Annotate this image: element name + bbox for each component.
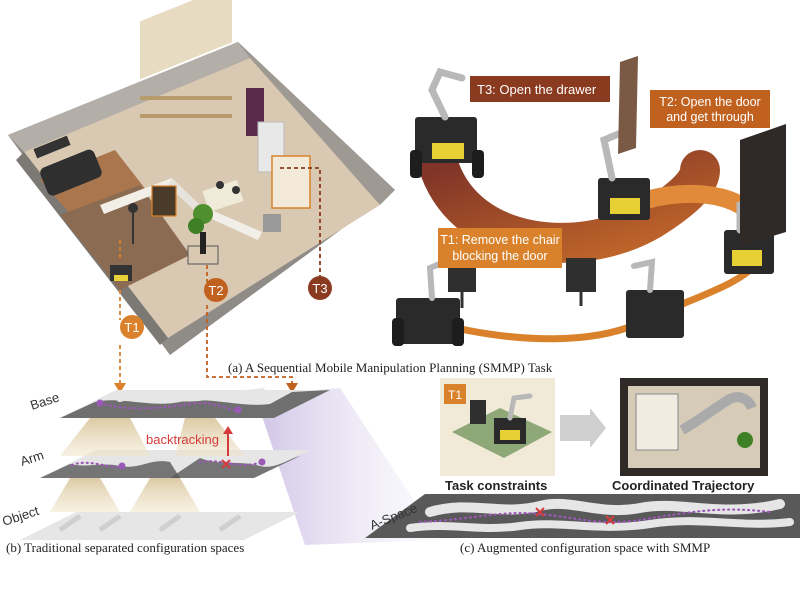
layer-label-arm: Arm [18, 447, 45, 469]
projection-cone [60, 418, 150, 456]
backtracking-arrow-icon [223, 426, 233, 456]
svg-text:T2: T2 [208, 283, 223, 298]
arm-trajectories [70, 458, 266, 470]
marker-c-t1: T1 [444, 384, 466, 404]
layer-label-object: Object [0, 503, 41, 529]
marker-t2: T2 [204, 278, 228, 302]
svg-text:T1: Remove the chair: T1: Remove the chair [440, 233, 560, 247]
svg-text:blocking the door: blocking the door [452, 249, 547, 263]
base-trajectory [96, 399, 242, 414]
room-task-paths [119, 167, 321, 320]
svg-text:and get through: and get through [666, 110, 754, 124]
marker-t3: T3 [308, 276, 332, 300]
failure-x-icon [221, 459, 231, 469]
room-isometric-view [8, 0, 395, 355]
robot-t1-start [392, 259, 464, 346]
failure-x-icon [535, 507, 545, 517]
room-to-b-connectors [114, 305, 298, 393]
task-constraints-label: Task constraints [445, 478, 547, 493]
door-icon [740, 124, 786, 246]
projection-cone [130, 478, 200, 512]
projection-cone [50, 478, 120, 512]
chair-icon [566, 258, 596, 306]
task-label-t3: T3: Open the drawer [470, 76, 610, 102]
svg-text:T1: T1 [124, 320, 139, 335]
task-label-t2: T2: Open the door and get through [650, 90, 770, 128]
svg-text:T3: Open the drawer: T3: Open the drawer [477, 82, 597, 97]
caption-b: (b) Traditional separated configuration … [6, 540, 244, 555]
arrow-right-icon [560, 408, 606, 448]
a-space-trajectory [418, 508, 772, 524]
caption-c: (c) Augmented configuration space with S… [460, 540, 710, 555]
svg-text:T3: T3 [312, 281, 327, 296]
caption-a: (a) A Sequential Mobile Manipulation Pla… [228, 360, 553, 375]
task-label-t1: T1: Remove the chair blocking the door [438, 228, 562, 268]
robot-t1-end [626, 258, 684, 338]
layer-label-base: Base [28, 389, 61, 412]
coordinated-trajectory-scene [620, 378, 768, 476]
svg-text:T2: Open the door: T2: Open the door [659, 95, 760, 109]
projection-beam [255, 388, 440, 545]
backtracking-label: backtracking [146, 432, 219, 447]
robot-t3 [410, 67, 484, 178]
failure-x-icon [605, 515, 615, 525]
arm-layer [40, 450, 310, 478]
svg-text:T1: T1 [448, 388, 462, 402]
drawer-cabinet-icon [618, 56, 638, 154]
object-layer [20, 512, 300, 540]
marker-t1: T1 [120, 315, 144, 339]
a-space-layer [365, 494, 800, 538]
coordinated-trajectory-label: Coordinated Trajectory [612, 478, 755, 493]
